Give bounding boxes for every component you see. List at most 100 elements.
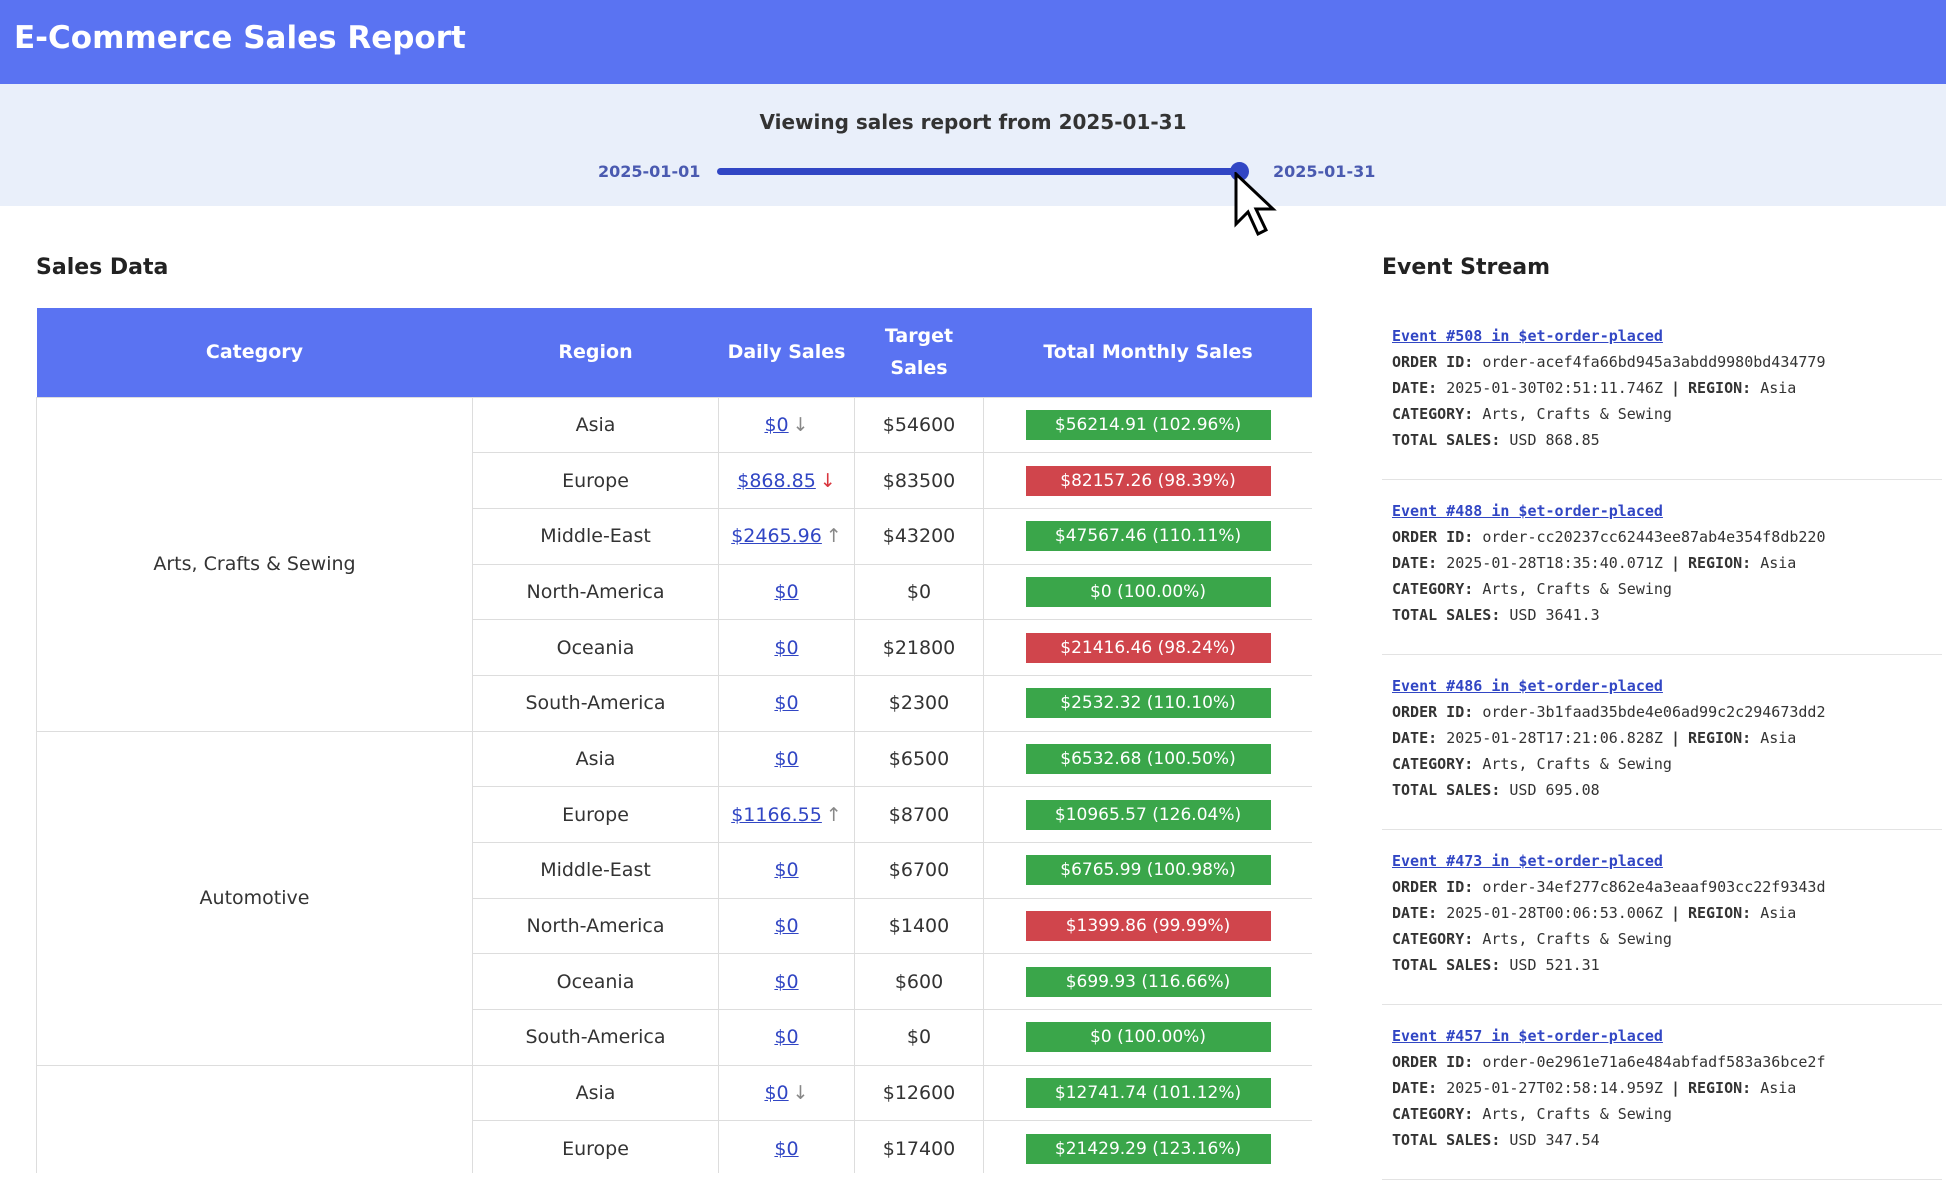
daily-link[interactable]: $0 [774,915,799,938]
event-line: TOTAL SALES: USD 3641.3 [1392,602,1932,628]
daily-link[interactable]: $0 [764,413,789,436]
daily-link[interactable]: $868.85 [737,469,816,492]
region-cell: Asia [472,730,719,788]
event-line: CATEGORY: Arts, Crafts & Sewing [1392,926,1932,952]
field-value: order-acef4fa66bd945a3abdd9980bd434779 [1482,353,1826,371]
region-cell: North-America [472,563,719,621]
separator: | [1670,729,1680,747]
total-cell: $82157.26 (98.39%) [983,452,1312,509]
event-line: Event #488 in $et-order-placed [1392,498,1932,524]
category-cell [36,1064,473,1173]
table-row: North-America $0 $0 $0 (100.00%) [37,563,1312,621]
table-row: Asia $0 ↓ $12600 $12741.74 (101.12%) [36,1064,1312,1173]
total-badge: $10965.57 (126.04%) [1025,799,1271,830]
total-badge: $2532.32 (110.10%) [1025,688,1271,719]
field-value: Arts, Crafts & Sewing [1482,580,1672,598]
daily-link[interactable]: $0 [774,1137,799,1160]
target-cell: $83500 [854,452,984,509]
field-value: Arts, Crafts & Sewing [1482,755,1672,773]
target-cell: $54600 [854,396,984,454]
event-line: Event #486 in $et-order-placed [1392,673,1932,699]
total-cell: $6765.99 (100.98%) [983,842,1312,899]
daily-link[interactable]: $0 [774,580,799,603]
total-badge: $21416.46 (98.24%) [1025,632,1271,663]
target-cell: $8700 [854,786,984,843]
event-line: Event #457 in $et-order-placed [1392,1023,1932,1049]
field-value: Asia [1760,729,1797,747]
event-line: ORDER ID: order-3b1faad35bde4e06ad99c2c2… [1392,699,1932,725]
field-value: USD 347.54 [1509,1131,1600,1149]
event-item: Event #486 in $et-order-placed ORDER ID: … [1382,655,1942,830]
event-item: Event #508 in $et-order-placed ORDER ID: … [1382,305,1942,480]
target-cell: $0 [854,1009,984,1066]
daily-link[interactable]: $0 [774,692,799,715]
field-label: CATEGORY: [1392,405,1474,423]
field-value: USD 3641.3 [1509,606,1600,624]
target-cell: $2300 [854,674,984,732]
total-cell: $6532.68 (100.50%) [983,730,1312,788]
table-header: Category Region Daily Sales Target Sales Tot… [36,308,1312,397]
total-cell: $56214.91 (102.96%) [983,396,1312,454]
table-row: North-America $0 $1400 $1399.86 (99.99%) [37,897,1312,955]
trend-arrow: ↓ [792,413,809,436]
field-value: 2025-01-28T00:06:53.006Z [1446,904,1663,922]
sales-table: Category Region Daily Sales Target Sales Tot… [36,308,1312,1173]
trend-arrow: ↑ [825,525,842,548]
field-value: 2025-01-28T18:35:40.071Z [1446,554,1663,572]
event-line: TOTAL SALES: USD 521.31 [1392,952,1932,978]
event-link[interactable]: Event #508 in $et-order-placed [1392,327,1663,345]
field-label: TOTAL SALES: [1392,1131,1501,1149]
target-cell: $1400 [854,897,984,955]
total-cell: $0 (100.00%) [983,563,1312,621]
daily-cell: $0 [718,897,855,955]
event-stream: Event #508 in $et-order-placed ORDER ID: … [1382,305,1942,1180]
target-cell: $6700 [854,842,984,899]
event-line: ORDER ID: order-acef4fa66bd945a3abdd9980… [1392,349,1932,375]
region-cell: Middle-East [472,842,719,899]
event-link[interactable]: Event #457 in $et-order-placed [1392,1027,1663,1045]
table-row: Middle-East $2465.96 ↑ $43200 $47567.46 (110… [37,507,1312,565]
daily-cell: $1166.55 ↑ [718,786,855,843]
daily-link[interactable]: $0 [774,747,799,770]
event-line: ORDER ID: order-0e2961e71a6e484abfadf583… [1392,1049,1932,1075]
daily-cell: $0 [718,674,855,732]
daily-link[interactable]: $2465.96 [731,525,822,548]
daily-cell: $0 ↓ [718,1064,855,1122]
field-value: Arts, Crafts & Sewing [1482,1105,1672,1123]
field-label: ORDER ID: [1392,1053,1474,1071]
daily-link[interactable]: $0 [774,636,799,659]
daily-cell: $2465.96 ↑ [718,507,855,565]
slider-track[interactable] [717,168,1240,175]
field-label: ORDER ID: [1392,878,1474,896]
event-link[interactable]: Event #486 in $et-order-placed [1392,677,1663,695]
region-cell: Europe [472,452,719,509]
section-title: Event Stream [1382,255,1551,280]
daily-link[interactable]: $0 [764,1082,789,1105]
daily-link[interactable]: $0 [774,859,799,882]
region-cell: Asia [472,396,719,454]
separator: | [1670,1079,1680,1097]
daily-link[interactable]: $1166.55 [731,803,822,826]
daily-link[interactable]: $0 [774,970,799,993]
event-link[interactable]: Event #488 in $et-order-placed [1392,502,1663,520]
daily-cell: $0 [718,842,855,899]
event-line: TOTAL SALES: USD 347.54 [1392,1127,1932,1153]
field-value: 2025-01-27T02:58:14.959Z [1446,1079,1663,1097]
field-label: ORDER ID: [1392,703,1474,721]
field-label: ORDER ID: [1392,528,1474,546]
daily-cell: $0 [718,1120,855,1173]
table-row: Europe $0 $17400 $21429.29 (123.16%) [37,1120,1312,1173]
field-label: DATE: [1392,904,1438,922]
total-cell: $12741.74 (101.12%) [983,1064,1312,1122]
column-header: Target Sales [854,308,984,397]
daily-link[interactable]: $0 [774,1026,799,1049]
event-link[interactable]: Event #473 in $et-order-placed [1392,852,1663,870]
total-badge: $82157.26 (98.39%) [1025,465,1271,496]
field-value: USD 868.85 [1509,431,1600,449]
field-label: ORDER ID: [1392,353,1474,371]
field-label: DATE: [1392,379,1438,397]
total-badge: $0 (100.00%) [1025,1022,1271,1053]
field-label: DATE: [1392,554,1438,572]
date-slider: Viewing sales report from 2025-01-31 202… [0,84,1946,206]
field-label: CATEGORY: [1392,755,1474,773]
